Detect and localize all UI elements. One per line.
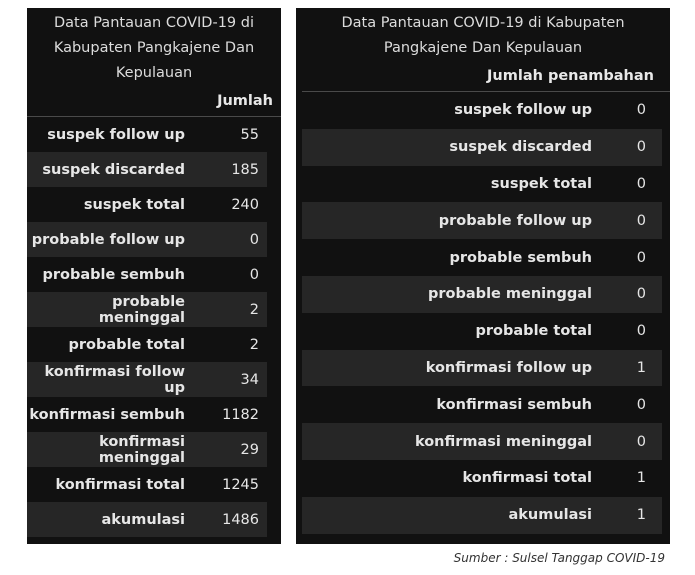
row-label: probable meninggal [27, 292, 203, 327]
table-row: konfirmasi meninggal 29 [27, 432, 267, 467]
left-table-title: Data Pantauan COVID-19 di Kabupaten Pang… [53, 15, 255, 81]
right-table-title: Data Pantauan COVID-19 di Kabupaten Pang… [341, 15, 625, 56]
left-table-panel: Data Pantauan COVID-19 di Kabupaten Pang… [27, 8, 281, 544]
row-label: konfirmasi total [462, 470, 592, 487]
row-value: 1 [636, 470, 646, 487]
row-label: suspek discarded [302, 128, 606, 166]
table-row: konfirmasi sembuh 1182 [27, 397, 267, 432]
row-label: probable follow up [27, 222, 203, 257]
row-label: suspek follow up [47, 126, 185, 143]
table-row: suspek total 0 [302, 166, 662, 203]
row-value: 0 [606, 423, 662, 460]
source-caption: Sumber : Sulsel Tanggap COVID-19 [453, 551, 665, 565]
row-label: konfirmasi sembuh [436, 396, 592, 413]
table-row: probable sembuh 0 [302, 239, 662, 276]
row-label: probable meninggal [302, 275, 606, 313]
table-row: probable sembuh 0 [27, 257, 267, 292]
row-label: probable follow up [302, 202, 606, 240]
table-row: probable follow up 0 [302, 202, 662, 240]
row-label: probable total [68, 336, 185, 353]
table-row: suspek follow up 0 [302, 92, 662, 129]
table-row: probable meninggal 0 [302, 275, 662, 313]
row-value: 2 [249, 336, 259, 353]
row-label: konfirmasi follow up [302, 349, 606, 387]
row-label: konfirmasi follow up [27, 362, 203, 397]
row-label: konfirmasi meninggal [27, 432, 203, 467]
right-table-panel: Data Pantauan COVID-19 di Kabupaten Pang… [296, 8, 670, 544]
row-label: konfirmasi total [55, 476, 185, 493]
row-value: 0 [606, 128, 662, 166]
row-label: probable total [475, 323, 592, 340]
table-row: konfirmasi follow up 1 [302, 349, 662, 387]
row-value: 1 [606, 496, 662, 534]
row-label: suspek total [83, 196, 185, 213]
table-row: probable meninggal 2 [27, 292, 267, 327]
row-value: 1245 [222, 476, 259, 493]
row-label: suspek follow up [454, 102, 592, 119]
table-row: suspek total 240 [27, 187, 267, 222]
row-value: 34 [203, 362, 267, 397]
row-value: 185 [203, 152, 267, 187]
row-label: suspek total [490, 175, 592, 192]
table-row: akumulasi 1486 [27, 502, 267, 537]
table-row: konfirmasi follow up 34 [27, 362, 267, 397]
right-column-header: Jumlah penambahan [302, 61, 670, 92]
table-row: akumulasi 1 [302, 496, 662, 534]
row-value: 0 [636, 175, 646, 192]
row-label: probable sembuh [449, 249, 593, 266]
row-value: 0 [636, 396, 646, 413]
row-value: 0 [249, 266, 259, 283]
table-row: konfirmasi total 1 [302, 460, 662, 497]
row-value: 1 [606, 349, 662, 387]
table-row: konfirmasi sembuh 0 [302, 386, 662, 423]
row-value: 1182 [222, 406, 259, 423]
table-row: probable total 0 [302, 313, 662, 350]
row-value: 0 [636, 249, 646, 266]
row-value: 55 [240, 126, 259, 143]
row-value: 2 [203, 292, 267, 327]
row-label: akumulasi [27, 502, 203, 537]
row-label: akumulasi [302, 496, 606, 534]
row-label: konfirmasi sembuh [29, 406, 185, 423]
left-data-table: suspek follow up 55 suspek discarded 185 sus… [27, 117, 267, 537]
table-row: konfirmasi meninggal 0 [302, 423, 662, 460]
row-label: probable sembuh [42, 266, 186, 283]
row-label: suspek discarded [27, 152, 203, 187]
row-value: 1486 [203, 502, 267, 537]
table-row: probable follow up 0 [27, 222, 267, 257]
left-column-header: Jumlah [27, 86, 281, 117]
row-value: 0 [606, 275, 662, 313]
right-data-table: suspek follow up 0 suspek discarded 0 suspek… [302, 92, 662, 534]
table-row: probable total 2 [27, 327, 267, 362]
table-row: suspek discarded 185 [27, 152, 267, 187]
row-value: 29 [203, 432, 267, 467]
row-value: 0 [636, 102, 646, 119]
table-row: suspek follow up 55 [27, 117, 267, 152]
table-row: konfirmasi total 1245 [27, 467, 267, 502]
row-value: 0 [203, 222, 267, 257]
row-value: 0 [606, 202, 662, 240]
row-label: konfirmasi meninggal [302, 423, 606, 460]
row-value: 240 [231, 196, 259, 213]
row-value: 0 [636, 323, 646, 340]
table-row: suspek discarded 0 [302, 128, 662, 166]
